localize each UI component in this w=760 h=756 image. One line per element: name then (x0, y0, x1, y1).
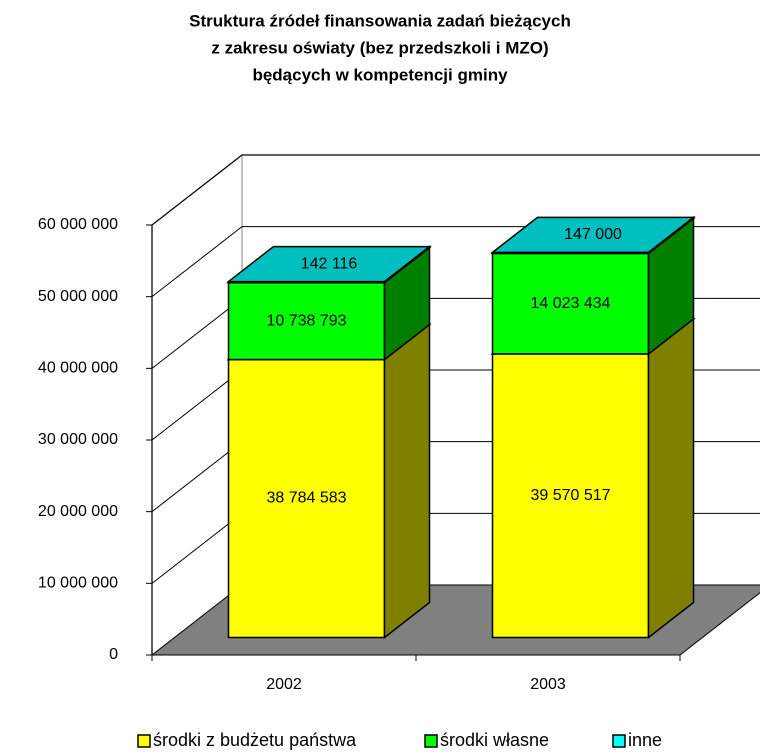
y-tick-label: 30 000 000 (38, 431, 118, 448)
value-label: 147 000 (564, 226, 622, 243)
chart-title: będących w kompetencji gminy (252, 65, 508, 84)
legend-swatch (137, 734, 151, 748)
value-label: 39 570 517 (530, 487, 610, 504)
bar-top (490, 216, 696, 254)
legend-swatch (424, 734, 438, 748)
x-tick-label: 2002 (266, 676, 302, 693)
y-tick-label: 0 (109, 646, 118, 663)
y-tick-label: 20 000 000 (38, 503, 118, 520)
bar-front (227, 281, 386, 361)
bar-front (491, 252, 650, 355)
bar-side (383, 323, 431, 640)
legend-label: środki z budżetu państwa (153, 730, 357, 750)
bar-segment (490, 215, 696, 255)
bar-front (491, 353, 650, 639)
legend-label: inne (628, 730, 662, 750)
bar-segment (226, 245, 432, 285)
chart-title: z zakresu oświaty (bez przedszkoli i MZO… (211, 38, 548, 57)
bar-top (226, 245, 432, 283)
value-label: 38 784 583 (266, 490, 346, 507)
legend-swatch (612, 734, 626, 748)
value-label: 142 116 (301, 255, 358, 272)
y-tick-label: 40 000 000 (38, 360, 118, 377)
grid-line (151, 154, 760, 226)
legend-label: środki własne (440, 730, 549, 750)
bar-front (227, 358, 386, 639)
y-tick-label: 10 000 000 (38, 575, 118, 592)
chart-title: Struktura źródeł finansowania zadań bież… (189, 11, 571, 30)
y-tick-label: 50 000 000 (38, 288, 118, 305)
x-tick-label: 2003 (530, 676, 566, 693)
bar-segment (490, 317, 696, 640)
y-tick-label: 60 000 000 (38, 216, 118, 233)
bar-side (647, 317, 695, 640)
value-label: 10 738 793 (266, 312, 346, 329)
value-label: 14 023 434 (530, 295, 610, 312)
bar-segment (226, 323, 432, 640)
